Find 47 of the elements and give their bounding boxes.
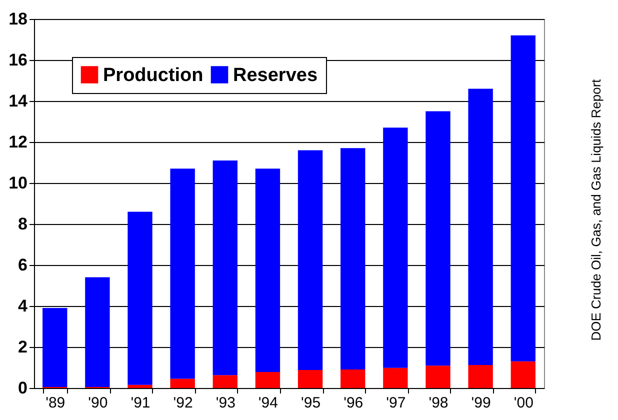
bar bbox=[298, 150, 323, 370]
x-tick-label: '90 bbox=[88, 394, 108, 412]
legend-label: Production bbox=[103, 64, 204, 86]
bar bbox=[468, 365, 493, 388]
y-tick-label: 4 bbox=[18, 296, 28, 316]
bar bbox=[340, 148, 366, 370]
x-tick-label: '95 bbox=[301, 394, 321, 412]
y-tick-label: 16 bbox=[8, 50, 28, 70]
x-tick-label: '89 bbox=[46, 394, 66, 412]
bar bbox=[340, 370, 366, 388]
y-tick-label: 0 bbox=[18, 378, 28, 398]
bar bbox=[468, 88, 493, 366]
legend-label: Reserves bbox=[233, 64, 318, 86]
bar bbox=[212, 160, 238, 376]
source-note: DOE Crude Oil, Gas, and Gas Liquids Report bbox=[588, 79, 604, 341]
bar bbox=[383, 368, 408, 388]
bar bbox=[170, 168, 195, 379]
x-tick-label: '96 bbox=[344, 394, 364, 412]
y-tick-label: 6 bbox=[18, 256, 28, 274]
x-tick-label: '91 bbox=[130, 394, 150, 412]
x-tick-label: '94 bbox=[258, 394, 278, 412]
bar bbox=[170, 378, 195, 388]
bar bbox=[298, 370, 323, 388]
bar bbox=[255, 168, 280, 372]
y-tick-label: 12 bbox=[8, 132, 28, 152]
bar bbox=[42, 308, 68, 387]
y-tick-label: 2 bbox=[18, 338, 28, 356]
x-tick-label: '92 bbox=[173, 394, 193, 412]
bar bbox=[510, 361, 536, 388]
bar bbox=[426, 366, 450, 388]
y-tick-label: 8 bbox=[18, 214, 28, 234]
y-tick-label: 10 bbox=[8, 174, 28, 192]
y-tick-label: 14 bbox=[8, 92, 28, 110]
x-tick-label: '98 bbox=[428, 394, 448, 412]
x-tick-label: '93 bbox=[216, 394, 236, 412]
bar bbox=[383, 128, 408, 368]
x-tick-label: '97 bbox=[386, 394, 406, 412]
bar bbox=[426, 111, 450, 366]
x-tick-label: '99 bbox=[471, 394, 491, 412]
x-tick-label: '00 bbox=[514, 394, 534, 412]
bar bbox=[128, 384, 152, 388]
bar bbox=[255, 372, 280, 388]
y-tick-label: 18 bbox=[8, 10, 28, 28]
bar bbox=[510, 35, 536, 362]
bar bbox=[128, 212, 152, 385]
bar bbox=[85, 277, 110, 387]
bar bbox=[212, 375, 238, 388]
